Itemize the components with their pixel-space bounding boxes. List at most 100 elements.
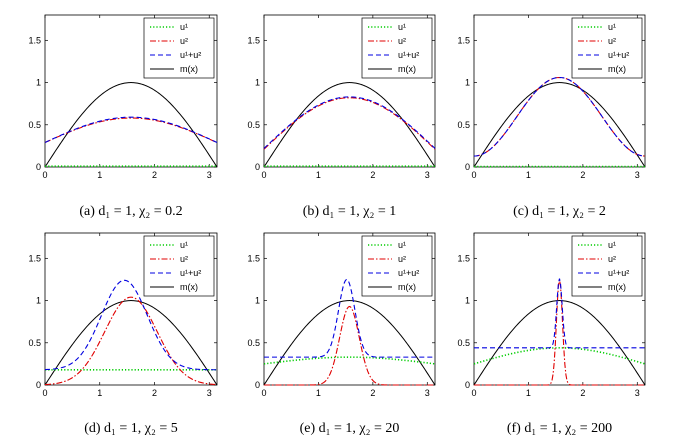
y-tick-label: 0.5 — [28, 338, 41, 348]
legend-box — [143, 235, 215, 297]
x-tick-label: 3 — [635, 170, 640, 180]
y-tick-label: 0.5 — [247, 338, 260, 348]
y-tick-label: 0 — [255, 162, 260, 172]
series-m — [44, 300, 218, 386]
y-tick-label: 1 — [255, 296, 260, 306]
x-tick-label: 0 — [471, 170, 476, 180]
plot-area — [44, 14, 218, 168]
legend-label: m(x) — [180, 64, 198, 74]
y-tick-label: 1.5 — [457, 253, 470, 263]
legend-label: u¹ — [398, 240, 406, 250]
series-u2 — [44, 296, 218, 386]
panel-caption: (e) d₁ = 1, χ₂ = 20 — [300, 421, 400, 436]
legend-label: u¹+u² — [180, 50, 201, 60]
y-tick-label: 1.5 — [28, 35, 41, 45]
panel-2: 0 1 2 3 0 0.5 1 1.5 u¹ u² u¹+u² m(x) (b) d₁ = 1, χ₂ … — [247, 14, 436, 219]
y-tick-label: 0 — [36, 162, 41, 172]
x-tick-label: 1 — [526, 388, 531, 398]
y-tick-label: 0 — [255, 380, 260, 390]
panel-3: 0 1 2 3 0 0.5 1 1.5 u¹ u² u¹+u² m(x) (c) d₁ = 1, χ₂ … — [457, 14, 646, 219]
legend-label: u² — [608, 36, 616, 46]
legend-box — [361, 17, 433, 79]
series-u1 — [473, 347, 646, 365]
panel-5: 0 1 2 3 0 0.5 1 1.5 u¹ u² u¹+u² m(x) (e) d₁ = 1, χ₂ … — [247, 232, 436, 436]
x-tick-label: 1 — [97, 388, 102, 398]
plot-area — [473, 14, 646, 168]
legend-label: u¹+u² — [180, 268, 201, 278]
legend-label: u¹ — [608, 240, 616, 250]
x-tick-label: 0 — [42, 388, 47, 398]
legend-label: u² — [398, 254, 406, 264]
y-tick-label: 1 — [465, 78, 470, 88]
x-tick-label: 3 — [207, 170, 212, 180]
legend-label: u¹ — [180, 22, 188, 32]
series-u1-plus-u2 — [474, 278, 645, 349]
x-tick-label: 1 — [97, 170, 102, 180]
legend-label: m(x) — [608, 282, 626, 292]
series-u1-plus-u2 — [264, 278, 435, 358]
x-tick-label: 2 — [370, 388, 375, 398]
y-tick-label: 1.5 — [247, 253, 260, 263]
y-tick-label: 1 — [255, 78, 260, 88]
series-u2 — [473, 76, 646, 157]
series-m — [473, 82, 646, 168]
series-m — [473, 300, 646, 386]
x-tick-label: 2 — [152, 170, 157, 180]
legend-label: u² — [180, 36, 188, 46]
panel-1: 0 1 2 3 0 0.5 1 1.5 u¹ u² u¹+u² m(x) (a) d₁ = 1, χ₂ … — [28, 14, 218, 219]
series-m — [44, 82, 218, 168]
y-tick-label: 0 — [36, 380, 41, 390]
series-u1-plus-u2 — [44, 116, 218, 144]
y-tick-label: 1 — [36, 78, 41, 88]
x-tick-label: 2 — [580, 388, 585, 398]
x-tick-label: 0 — [42, 170, 47, 180]
panel-caption: (a) d₁ = 1, χ₂ = 0.2 — [79, 204, 182, 219]
y-tick-label: 1 — [36, 296, 41, 306]
series-u1-plus-u2 — [44, 279, 217, 371]
series-u2 — [44, 117, 218, 144]
legend-label: m(x) — [398, 64, 416, 74]
legend-label: u¹+u² — [608, 50, 629, 60]
series-u2 — [263, 97, 436, 150]
panel-caption: (b) d₁ = 1, χ₂ = 1 — [303, 204, 397, 219]
legend-box — [571, 17, 643, 79]
y-tick-label: 0 — [465, 380, 470, 390]
y-tick-label: 1.5 — [457, 35, 470, 45]
x-tick-label: 1 — [526, 170, 531, 180]
legend-label: m(x) — [398, 282, 416, 292]
legend-label: u¹ — [608, 22, 616, 32]
panel-6: 0 1 2 3 0 0.5 1 1.5 u¹ u² u¹+u² m(x) (f) d₁ = 1, χ₂ … — [457, 232, 646, 436]
x-tick-label: 1 — [316, 170, 321, 180]
x-tick-label: 3 — [207, 388, 212, 398]
legend-box — [143, 17, 215, 79]
plot-area — [263, 14, 436, 168]
legend-label: u² — [398, 36, 406, 46]
series-u1-plus-u2 — [263, 96, 436, 149]
y-tick-label: 1.5 — [247, 35, 260, 45]
y-tick-label: 0.5 — [28, 120, 41, 130]
legend-label: u¹ — [180, 240, 188, 250]
x-tick-label: 3 — [635, 388, 640, 398]
series-u1 — [263, 356, 436, 365]
legend-label: m(x) — [180, 282, 198, 292]
legend-box — [571, 235, 643, 297]
x-tick-label: 1 — [316, 388, 321, 398]
x-tick-label: 0 — [261, 170, 266, 180]
series-u1-plus-u2 — [473, 76, 646, 157]
series-u2 — [264, 305, 435, 386]
x-tick-label: 2 — [580, 170, 585, 180]
x-tick-label: 0 — [261, 388, 266, 398]
plot-area — [473, 232, 646, 386]
y-tick-label: 1 — [465, 296, 470, 306]
panel-caption: (f) d₁ = 1, χ₂ = 200 — [507, 421, 612, 436]
series-m — [263, 82, 436, 168]
y-tick-label: 0.5 — [457, 120, 470, 130]
panel-caption: (d) d₁ = 1, χ₂ = 5 — [84, 421, 178, 436]
legend-label: u¹ — [398, 22, 406, 32]
panel-caption: (c) d₁ = 1, χ₂ = 2 — [513, 204, 606, 219]
x-tick-label: 2 — [152, 388, 157, 398]
plot-area — [263, 232, 436, 386]
x-tick-label: 0 — [471, 388, 476, 398]
legend-label: u² — [180, 254, 188, 264]
